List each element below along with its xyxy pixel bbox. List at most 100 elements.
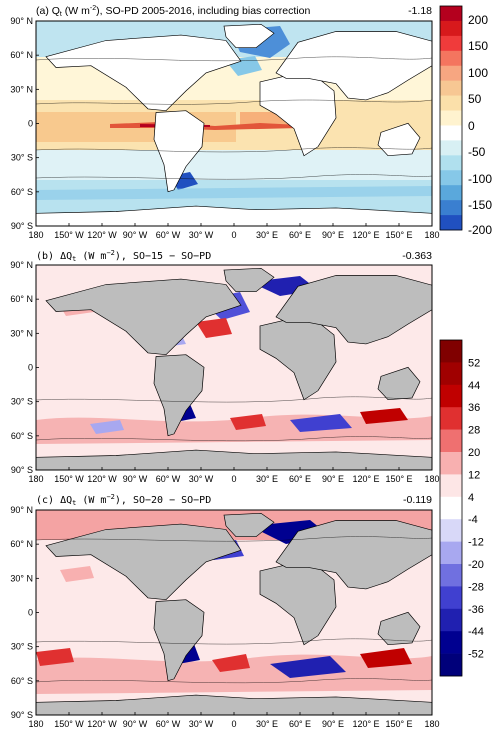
colorbar-b-swatch (440, 564, 462, 587)
colorbar-a-swatch (440, 170, 462, 186)
ytick-label: 90° S (11, 465, 33, 475)
xtick-label: 180 (424, 474, 439, 484)
ytick-label: 60° N (10, 539, 33, 549)
xtick-label: 30° E (256, 230, 278, 240)
xtick-label: 60° W (156, 230, 181, 240)
panel-a: (a) Qt (W m-2), SO-PD 2005-2016, includi… (10, 5, 492, 240)
colorbar-b-tick: 20 (468, 447, 480, 459)
colorbar-a-swatch (440, 110, 462, 126)
ytick-label: 60° S (11, 431, 33, 441)
ytick-label: 30° S (11, 397, 33, 407)
colorbar-a-tick: 200 (468, 13, 488, 27)
ytick-label: 30° N (10, 84, 33, 94)
colorbar-b-swatch (440, 474, 462, 498)
colorbar-b-swatch (440, 362, 462, 386)
xtick-label: 120° E (352, 474, 379, 484)
xtick-label: 180 (28, 230, 43, 240)
xtick-label: 30° W (189, 719, 214, 729)
panel-a-ytick-labels: 90° N 60° N 30° N 0 30° S 60° S 90° S (10, 16, 39, 231)
xtick-label: 0 (231, 230, 236, 240)
colorbar-b-tick: 28 (468, 425, 480, 437)
xtick-label: 90° E (322, 230, 344, 240)
colorbar-b-swatch (440, 519, 462, 542)
colorbar-b-swatch (440, 407, 462, 430)
xtick-label: 120° E (352, 719, 379, 729)
colorbar-b-tick: 4 (468, 492, 474, 504)
xtick-label: 60° W (156, 719, 181, 729)
xtick-label: 180 (28, 474, 43, 484)
colorbar-b-tick: -28 (468, 581, 484, 593)
xtick-label: 0 (231, 719, 236, 729)
colorbar-a-tick: 150 (468, 39, 488, 53)
xtick-label: 150° E (385, 230, 412, 240)
xtick-label: 150° W (54, 230, 84, 240)
colorbar-b-swatch (440, 429, 462, 453)
colorbar-a-tick: 0 (468, 119, 475, 133)
panel-b-ytick-labels: 90° N 60° N 30° N 0 30° S 60° S 90° S (10, 260, 39, 475)
xtick-label: 90° W (123, 474, 148, 484)
panel-b: (b) ΔQt (W m−2), SO−15 − SO−PD -0.363 (10, 249, 439, 484)
xtick-label: 30° E (256, 719, 278, 729)
ytick-label: 30° S (11, 642, 33, 652)
colorbar-a-tick: -50 (468, 145, 486, 159)
xtick-label: 90° W (123, 719, 148, 729)
xtick-label: 150° E (385, 474, 412, 484)
xtick-label: 150° W (54, 474, 84, 484)
ytick-label: 90° S (11, 221, 33, 231)
colorbar-b-tick: 12 (468, 469, 480, 481)
colorbar-b-swatch (440, 608, 462, 632)
ytick-label: 60° S (11, 676, 33, 686)
colorbar-b-swatch (440, 384, 462, 408)
panel-a-title: (a) Qt (W m-2), SO-PD 2005-2016, includi… (36, 5, 310, 18)
xtick-label: 90° W (123, 230, 148, 240)
colorbar-b-tick: -36 (468, 604, 484, 616)
colorbar-a-tick: -200 (468, 223, 492, 237)
colorbar-b-tick: -4 (468, 514, 478, 526)
ytick-label: 60° N (10, 294, 33, 304)
colorbar-a-swatch (440, 155, 462, 171)
colorbar-a: 200 150 100 50 0 -50 -100 -150 -200 (439, 5, 492, 237)
colorbar-a-swatch (440, 200, 462, 216)
ytick-label: 60° S (11, 187, 33, 197)
ytick-label: 90° N (10, 16, 33, 26)
colorbar-b-swatch (440, 631, 462, 654)
colorbar-b-swatch (440, 452, 462, 475)
ytick-label: 90° S (11, 710, 33, 720)
panel-c-ytick-labels: 90° N 60° N 30° N 0 30° S 60° S 90° S (10, 505, 39, 720)
colorbar-b-tick: -44 (468, 626, 484, 638)
colorbar-a-swatch (440, 185, 462, 201)
colorbar-a-swatch (440, 80, 462, 96)
panel-b-xtick-labels: 180 150° W 120° W 90° W 60° W 30° W 0 30° E 60° … (28, 467, 440, 484)
xtick-label: 120° W (87, 719, 117, 729)
xtick-label: 120° W (87, 230, 117, 240)
colorbar-a-swatch (440, 95, 462, 111)
xtick-label: 60° E (289, 230, 311, 240)
colorbar-a-tick: 100 (468, 66, 488, 80)
panel-a-global-mean: -1.18 (408, 5, 432, 17)
xtick-label: 150° E (385, 719, 412, 729)
ytick-label: 30° N (10, 573, 33, 583)
xtick-label: 30° W (189, 474, 214, 484)
colorbar-a-swatch (440, 20, 462, 37)
colorbar-b-tick: 36 (468, 402, 480, 414)
colorbar-a-swatch (440, 50, 462, 67)
colorbar-a-swatch (440, 35, 462, 52)
colorbar-b-swatch (440, 541, 462, 565)
ytick-label: 0 (28, 363, 33, 373)
xtick-label: 180 (424, 719, 439, 729)
ytick-label: 30° N (10, 328, 33, 338)
ytick-label: 90° N (10, 505, 33, 515)
ytick-label: 0 (28, 608, 33, 618)
panel-c-title: (c) ΔQt (W m−2), SO−20 − SO−PD (36, 493, 211, 507)
xtick-label: 30° W (189, 230, 214, 240)
colorbar-b-swatch (440, 586, 462, 610)
colorbar-b-swatch (440, 496, 462, 520)
colorbar-a-swatch (440, 65, 462, 81)
panel-b-title: (b) ΔQt (W m−2), SO−15 − SO−PD (36, 249, 211, 263)
colorbar-a-tick: -150 (468, 198, 492, 212)
xtick-label: 60° E (289, 719, 311, 729)
panel-a-xtick-labels: 180 150° W 120° W 90° W 60° W 30° W 0 30° E 60° … (28, 223, 440, 240)
xtick-label: 180 (424, 230, 439, 240)
panel-b-global-mean: -0.363 (402, 250, 432, 262)
